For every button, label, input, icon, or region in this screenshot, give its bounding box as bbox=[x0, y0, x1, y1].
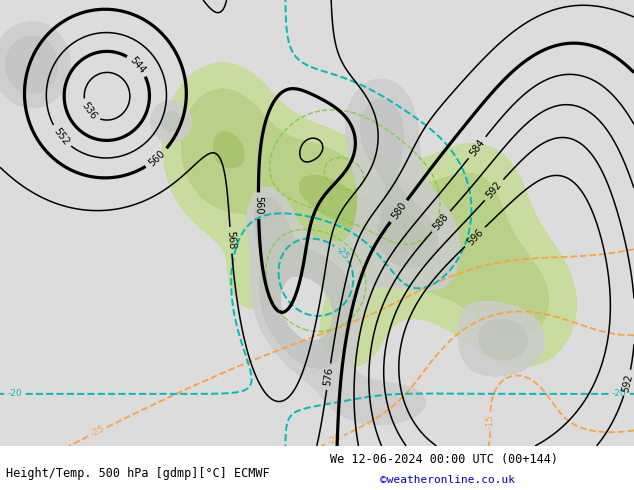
Text: 536: 536 bbox=[80, 100, 98, 122]
Text: 584: 584 bbox=[468, 137, 486, 158]
Text: Height/Temp. 500 hPa [gdmp][°C] ECMWF: Height/Temp. 500 hPa [gdmp][°C] ECMWF bbox=[6, 475, 256, 485]
Text: 568: 568 bbox=[225, 231, 236, 250]
Text: -20: -20 bbox=[326, 433, 343, 447]
Text: ©weatheronline.co.uk: ©weatheronline.co.uk bbox=[393, 478, 518, 488]
Text: -15: -15 bbox=[486, 414, 495, 429]
Text: 596: 596 bbox=[465, 227, 485, 247]
Text: 544: 544 bbox=[128, 55, 148, 75]
Text: ©weatheronline.co.uk: ©weatheronline.co.uk bbox=[380, 475, 515, 485]
Text: We 12-06-2024 00:00 UTC (00+144): We 12-06-2024 00:00 UTC (00+144) bbox=[349, 461, 565, 470]
Text: 588: 588 bbox=[431, 211, 451, 232]
Text: 560: 560 bbox=[254, 196, 264, 215]
Text: -20: -20 bbox=[612, 390, 626, 398]
Text: -25: -25 bbox=[334, 244, 351, 261]
Text: Height/Temp. 500 hPa [gdmp][°C] ECMWF: Height/Temp. 500 hPa [gdmp][°C] ECMWF bbox=[6, 467, 270, 480]
Text: -25: -25 bbox=[89, 424, 106, 439]
Text: 576: 576 bbox=[322, 367, 335, 387]
Text: 580: 580 bbox=[389, 200, 408, 221]
Text: 592: 592 bbox=[621, 372, 634, 393]
Text: -20: -20 bbox=[8, 390, 22, 398]
Text: 560: 560 bbox=[146, 148, 167, 168]
Text: We 12-06-2024 00:00 UTC (00+144): We 12-06-2024 00:00 UTC (00+144) bbox=[330, 452, 558, 466]
Text: 592: 592 bbox=[484, 180, 504, 200]
Text: 552: 552 bbox=[51, 126, 70, 147]
